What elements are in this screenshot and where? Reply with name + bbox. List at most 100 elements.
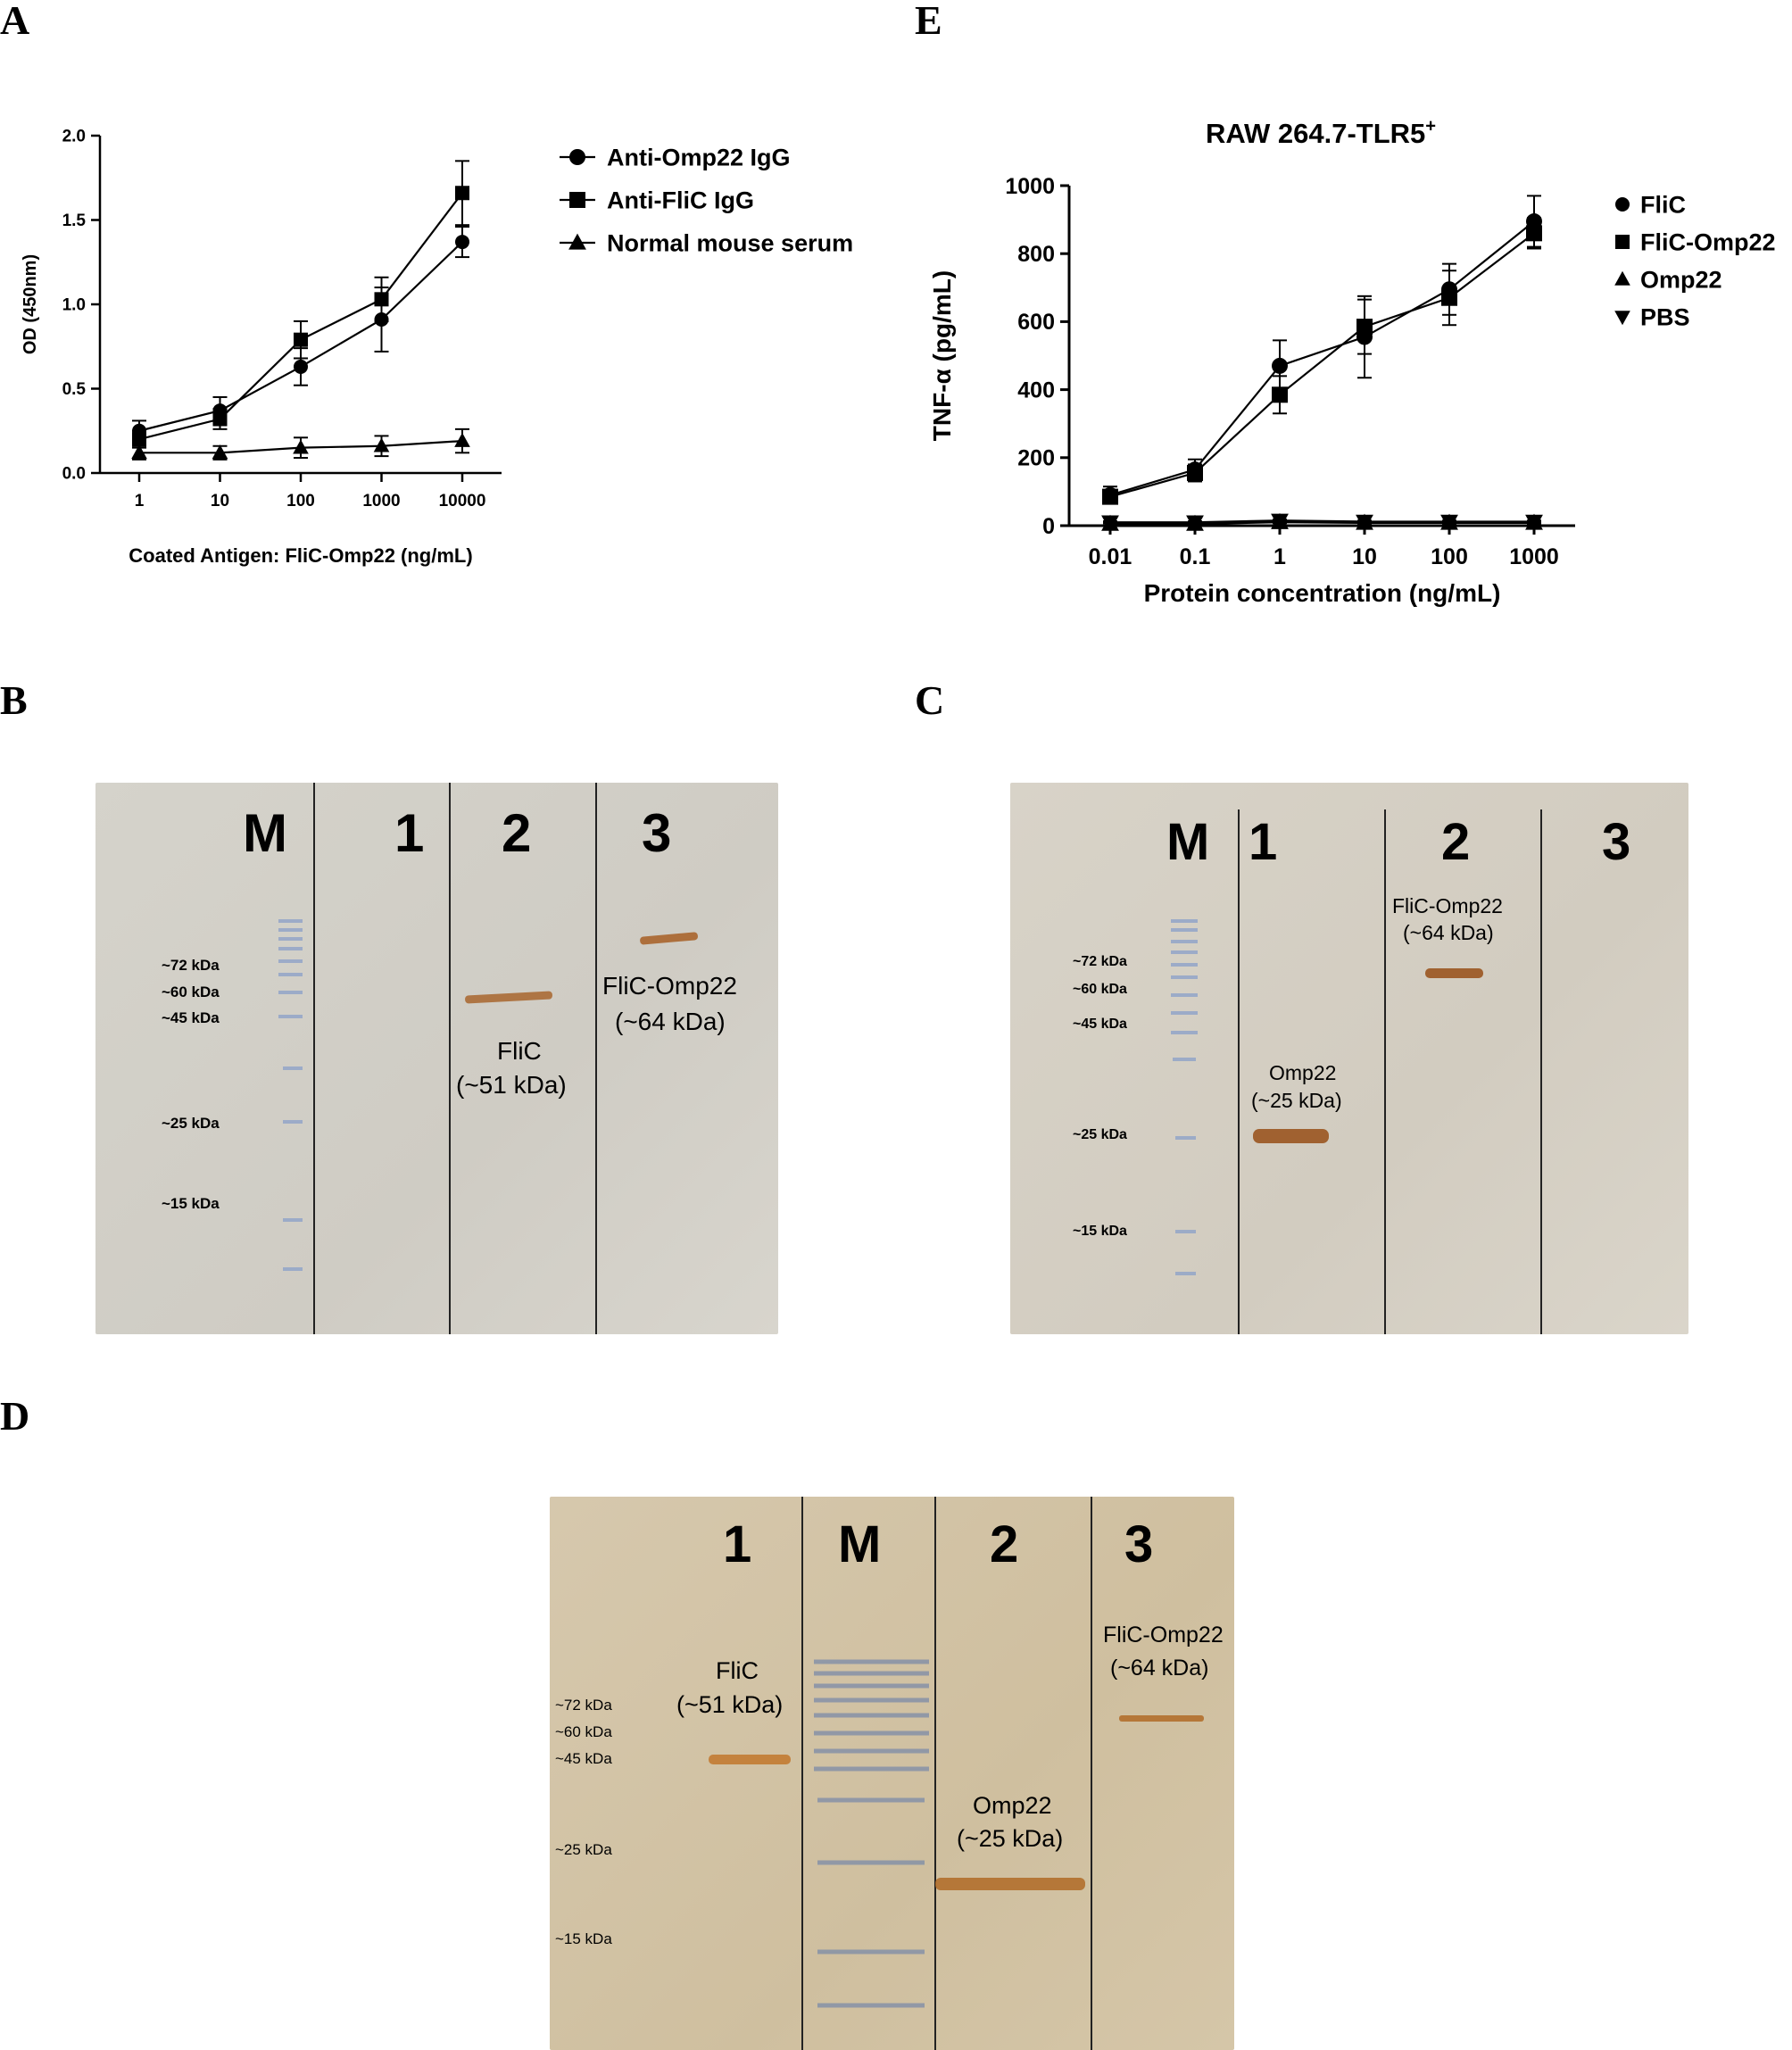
gel-c-marker-45: ~45 kDa xyxy=(1073,1017,1127,1032)
chart-e-x-tick-label: 0.01 xyxy=(1089,544,1132,569)
chart-a-data-point xyxy=(455,235,469,250)
chart-e-data-point xyxy=(1271,512,1289,529)
panel-label-c: C xyxy=(915,677,945,723)
gel-b-lane-1: 1 xyxy=(394,803,425,863)
chart-e-data-point xyxy=(1526,213,1542,230)
gel-d-lane-m: M xyxy=(838,1515,882,1573)
chart-a-data-point xyxy=(131,444,147,460)
gel-c-marker-15: ~15 kDa xyxy=(1073,1224,1127,1239)
gel-d: 1 M 2 3 ~72 kDa ~60 kDa ~45 kDa ~25 kDa … xyxy=(550,1497,1234,2050)
chart-e-y-tick-label: 1000 xyxy=(1005,174,1055,199)
chart-e-data-point xyxy=(1356,514,1373,531)
chart-e-legend-marker xyxy=(1614,270,1630,286)
chart-a-group: 0.0 0.5 1.0 1.5 2.0 1 10 100 1000 10000 Coated Ant… xyxy=(21,128,853,567)
gel-b: M 1 2 3 ~72 kDa ~60 kDa ~45 kDa ~25 kDa … xyxy=(95,783,778,1334)
chart-a-data-point xyxy=(132,423,146,438)
gel-d-marker-15: ~15 kDa xyxy=(555,1930,612,1947)
chart-e-x-tick-label: 100 xyxy=(1431,544,1468,569)
gel-c-lane-1: 1 xyxy=(1249,813,1278,871)
chart-e-data-point xyxy=(1102,486,1118,503)
chart-a-legend-marker xyxy=(568,233,586,250)
panel-label-e: E xyxy=(915,0,942,43)
chart-a-x-tick-label: 100 xyxy=(286,492,315,510)
chart-a-x-axis-label: Coated Antigen: FliC-Omp22 (ng/mL) xyxy=(129,544,472,567)
chart-e-data-point xyxy=(1526,225,1542,242)
chart-a-series-0: Anti-Omp22 IgG xyxy=(132,145,791,443)
chart-e-data-point xyxy=(1356,319,1373,336)
chart-a-legend-marker xyxy=(569,149,585,165)
chart-e-series-line xyxy=(1110,521,1534,526)
gel-b-lane-2: 2 xyxy=(502,803,532,863)
chart-a-data-point xyxy=(374,312,389,328)
gel-d-marker-25: ~25 kDa xyxy=(555,1841,612,1858)
chart-e-series-1: FliC-Omp22 xyxy=(1102,217,1776,505)
chart-e-legend-label: FliC-Omp22 xyxy=(1640,229,1776,256)
chart-a-series-line xyxy=(138,192,463,441)
chart-e-series-0: FliC xyxy=(1102,192,1686,505)
gel-c: M 1 2 3 ~72 kDa ~60 kDa ~45 kDa ~25 kDa … xyxy=(1010,783,1688,1334)
gel-d-band-size-flic: (~51 kDa) xyxy=(676,1691,784,1718)
gel-d-marker-72: ~72 kDa xyxy=(555,1697,612,1714)
chart-e-data-point xyxy=(1101,515,1119,532)
chart-e-data-point xyxy=(1102,488,1118,505)
panel-label-a: A xyxy=(0,0,30,43)
gel-d-band-label-omp22: Omp22 xyxy=(973,1792,1052,1819)
chart-a-data-point xyxy=(132,432,146,447)
chart-e-x-tick-label: 1 xyxy=(1273,544,1286,569)
chart-a-legend-label: Anti-Omp22 IgG xyxy=(607,145,791,171)
gel-c-marker-72: ~72 kDa xyxy=(1073,954,1127,969)
chart-e-data-point xyxy=(1101,514,1119,531)
chart-a-legend-label: Anti-FliC IgG xyxy=(607,187,754,214)
gel-c-band-omp22 xyxy=(1253,1129,1329,1143)
gel-d-marker-60: ~60 kDa xyxy=(555,1723,612,1740)
chart-a-data-point xyxy=(454,432,470,447)
gel-d-lane-3: 3 xyxy=(1124,1515,1154,1573)
gel-b-marker-45: ~45 kDa xyxy=(162,1009,220,1026)
gel-c-band-label-omp22: Omp22 xyxy=(1269,1061,1337,1084)
gel-d-band-size-flic-omp22: (~64 kDa) xyxy=(1110,1656,1209,1681)
gel-b-marker-60: ~60 kDa xyxy=(162,984,220,1000)
chart-e-data-point xyxy=(1272,357,1288,374)
gel-d-marker-45: ~45 kDa xyxy=(555,1750,612,1767)
chart-a-series-2: Normal mouse serum xyxy=(131,230,853,461)
chart-a-data-point xyxy=(212,411,228,427)
chart-a-series-1: Anti-FliC IgG xyxy=(132,160,754,449)
gel-b-band-size-flic-omp22: (~64 kDa) xyxy=(615,1008,726,1035)
chart-e-title-sup: + xyxy=(1425,117,1436,137)
chart-e-y-tick-label: 200 xyxy=(1017,446,1055,471)
chart-a-data-point xyxy=(212,444,228,460)
chart-a-series-line xyxy=(139,439,463,454)
gel-d-band-omp22 xyxy=(935,1878,1085,1890)
chart-a-data-point xyxy=(373,437,390,452)
chart-a-y-tick-label: 1.5 xyxy=(62,212,87,230)
gel-b-band-flic xyxy=(465,991,552,1004)
chart-a-data-point xyxy=(455,186,469,201)
gel-d-band-label-flic: FliC xyxy=(716,1657,759,1684)
chart-a-x-tick-label: 10 xyxy=(211,492,229,510)
gel-d-lane-1: 1 xyxy=(723,1515,752,1573)
chart-a-data-point xyxy=(293,439,309,454)
chart-e-data-point xyxy=(1525,513,1543,530)
chart-a-x-tick-label: 1000 xyxy=(362,492,400,510)
gel-c-band-size-omp22: (~25 kDa) xyxy=(1251,1089,1342,1112)
chart-a-series-line xyxy=(138,241,463,432)
chart-e-x-tick-label: 0.1 xyxy=(1180,544,1211,569)
gel-c-graphics xyxy=(1171,809,1542,1334)
chart-e-series-line xyxy=(1109,220,1535,496)
chart-e-y-tick-label: 800 xyxy=(1017,242,1055,267)
chart-e-y-tick-label: 0 xyxy=(1042,514,1055,539)
chart-a-x-tick-label: 1 xyxy=(135,492,145,510)
chart-a-data-point xyxy=(212,403,228,419)
gel-c-band-label-flic-omp22: FliC-Omp22 xyxy=(1392,894,1503,917)
chart-e-series-line xyxy=(1109,232,1535,498)
chart-e-data-point xyxy=(1187,461,1203,478)
gel-c-band-size-flic-omp22: (~64 kDa) xyxy=(1403,921,1494,944)
gel-c-marker-25: ~25 kDa xyxy=(1073,1127,1127,1142)
chart-e-y-axis-label: TNF-α (pg/mL) xyxy=(928,270,956,441)
chart-a-legend-marker xyxy=(569,192,585,208)
chart-a-y-tick-label: 1.0 xyxy=(62,296,86,315)
gel-c-ladder xyxy=(1171,919,1198,1275)
chart-e-data-point xyxy=(1186,515,1204,532)
chart-a-data-point xyxy=(294,359,308,374)
chart-e-y-tick-label: 400 xyxy=(1017,378,1055,403)
